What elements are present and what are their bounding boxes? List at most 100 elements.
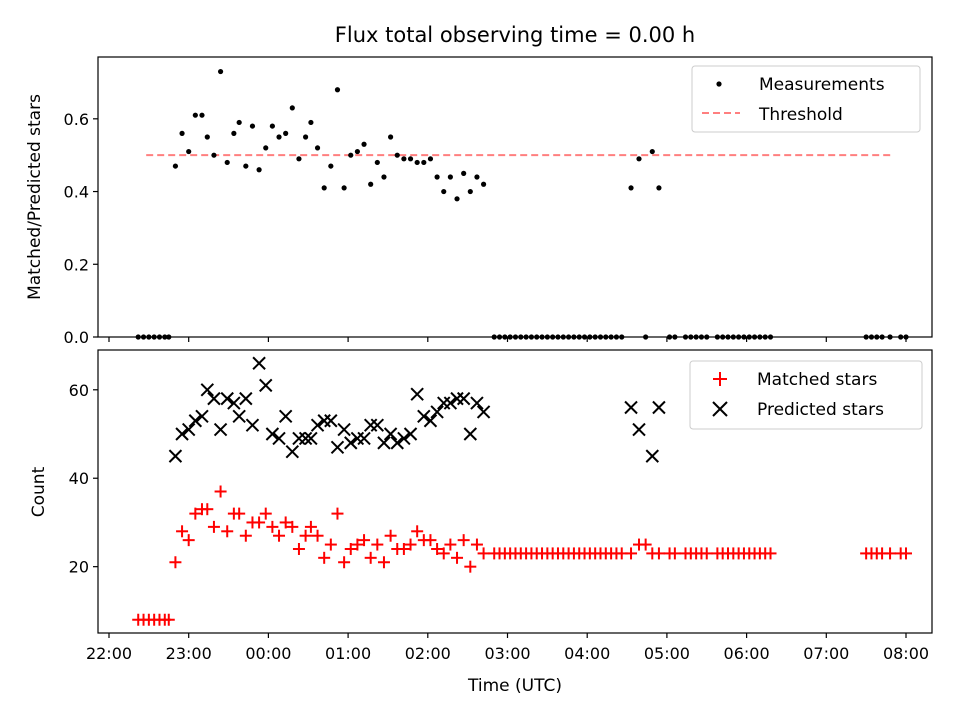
matched-stars-point [397, 542, 410, 555]
predicted-stars-point [188, 414, 203, 428]
measurement-point [597, 334, 604, 340]
measurement-point [179, 130, 185, 136]
top-y-tick-label: 0.6 [64, 110, 89, 129]
matched-stars-point [444, 538, 457, 551]
predicted-stars-point [397, 431, 411, 446]
x-tick-label: 01:00 [325, 644, 371, 663]
predicted-stars-point [330, 440, 345, 454]
predicted-stars-point [357, 431, 371, 446]
measurement-point [231, 130, 237, 136]
predicted-stars-point [285, 444, 300, 459]
top-legend-box [691, 65, 921, 133]
measurement-point [388, 134, 394, 140]
predicted-stars-point [470, 396, 484, 410]
matched-stars-point [201, 503, 214, 516]
matched-stars-point [457, 534, 470, 547]
measurement-point [576, 334, 582, 340]
measurement-point [868, 334, 875, 340]
matched-stars-point [424, 534, 437, 547]
measurement-point [636, 156, 642, 162]
measurement-point [688, 334, 694, 340]
predicted-stars-point [344, 436, 358, 450]
predicted-stars-point [272, 431, 286, 446]
top-panel: 0.0 0.2 0.4 0.6 Matched/Predicted stars Mea… [25, 56, 933, 347]
predicted-stars-point [423, 414, 438, 428]
chart-title: Flux total observing time = 0.00 h [335, 23, 695, 47]
measurement-point [720, 334, 726, 340]
predicted-stars-point [370, 418, 385, 432]
measurement-point [211, 152, 217, 158]
x-tick-label: 23:00 [166, 644, 212, 663]
measurement-point [447, 174, 453, 180]
measurement-point [544, 334, 550, 340]
matched-stars-point [900, 547, 912, 560]
predicted-stars-point [227, 396, 241, 410]
matched-stars-point [253, 516, 266, 529]
predicted-stars-point [417, 409, 431, 424]
measurement-point [502, 334, 508, 340]
measurement-point [507, 334, 513, 340]
matched-stars-point [364, 551, 377, 564]
matched-stars-point [764, 547, 777, 560]
matched-stars-point [331, 507, 344, 520]
measurement-point [746, 334, 752, 340]
measurement-point [381, 174, 387, 180]
measurement-point [454, 196, 460, 202]
measurement-point [628, 185, 634, 191]
measurement-point [156, 334, 163, 340]
measurement-point [518, 334, 524, 340]
bottom-y-axis-label: Count [29, 466, 49, 517]
x-tick-label: 02:00 [405, 644, 451, 663]
matched-stars-point [477, 547, 490, 560]
matched-stars-point [652, 547, 665, 560]
matched-stars-point [189, 507, 202, 520]
top-y-tick-label: 0.0 [64, 328, 89, 347]
x-tick-label: 04:00 [564, 644, 610, 663]
measurement-point [643, 334, 649, 340]
measurement-point [334, 87, 341, 93]
predicted-stars-point [265, 427, 280, 441]
matched-stars-point [324, 538, 337, 551]
predicted-stars-point [456, 391, 471, 406]
x-tick-label: 08:00 [883, 644, 929, 663]
measurement-point [401, 156, 407, 162]
predicted-stars-point [259, 378, 273, 393]
matched-stars-point [404, 538, 417, 551]
predicted-stars-point [310, 418, 325, 432]
predicted-stars-point [410, 387, 424, 401]
matched-stars-point [358, 534, 371, 547]
measurement-point [603, 334, 609, 340]
measurement-point [421, 159, 427, 166]
measurement-point [539, 334, 545, 340]
matched-stars-point [266, 520, 279, 533]
predicted-stars-point [252, 356, 266, 370]
measurement-point [354, 148, 360, 155]
bottom-y-tick-label: 60 [69, 381, 89, 400]
predicted-stars-point [298, 431, 313, 446]
measurement-point [407, 156, 414, 162]
matched-stars-point [384, 529, 397, 542]
predicted-stars-point [624, 400, 638, 415]
matched-stars-point [318, 551, 331, 564]
measurement-point [714, 334, 720, 340]
measurement-point [146, 334, 152, 340]
measurement-point [555, 334, 561, 340]
measurement-point [308, 119, 314, 126]
predicted-stars-point [645, 449, 659, 463]
measurement-point [534, 334, 540, 340]
predicted-stars-point [403, 427, 418, 441]
measurement-point [581, 334, 588, 340]
matched-stars-point [182, 534, 195, 547]
x-axis-label: Time (UTC) [467, 676, 562, 696]
matched-stars-point [431, 542, 444, 555]
legend-predicted-marker [712, 401, 728, 417]
measurement-point [151, 334, 157, 340]
measurement-point [172, 163, 179, 169]
measurement-point [328, 163, 334, 169]
predicted-stars-point [476, 405, 491, 419]
measurement-point [263, 145, 269, 151]
measurement-point [571, 334, 577, 340]
measurement-point [135, 334, 141, 340]
legend-predicted-label: Predicted stars [757, 400, 884, 420]
measurement-point [289, 105, 295, 111]
